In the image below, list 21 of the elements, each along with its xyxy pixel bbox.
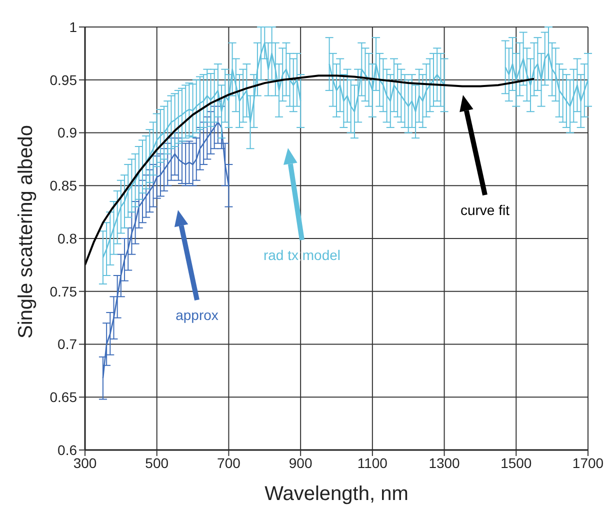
y-tick-label: 0.85	[50, 178, 78, 194]
x-tick-label: 1100	[357, 454, 388, 471]
y-tick-label: 1	[69, 18, 78, 35]
x-tick-label: 700	[217, 454, 241, 471]
x-axis-title: Wavelength, nm	[264, 483, 408, 505]
x-tick-label: 1700	[572, 454, 604, 471]
annotation: approx	[176, 307, 218, 323]
x-tick-label: 1500	[500, 454, 532, 471]
annotation: curve fit	[460, 202, 510, 218]
y-tick-label: 0.65	[50, 389, 78, 406]
line-series	[85, 74, 536, 266]
x-tick-label: 500	[145, 454, 169, 471]
y-axis-title: Single scattering albedo	[15, 125, 38, 338]
y-tick-label: 0.9	[58, 124, 78, 141]
x-tick-label: 1300	[428, 454, 460, 471]
y-tick-label: 0.7	[58, 336, 78, 352]
annotation: rad tx model	[263, 247, 341, 263]
x-tick-label: 900	[288, 454, 312, 471]
y-tick-label: 0.75	[50, 283, 78, 300]
y-tick-label: 0.95	[50, 72, 78, 88]
y-tick-label: 0.8	[58, 230, 78, 246]
